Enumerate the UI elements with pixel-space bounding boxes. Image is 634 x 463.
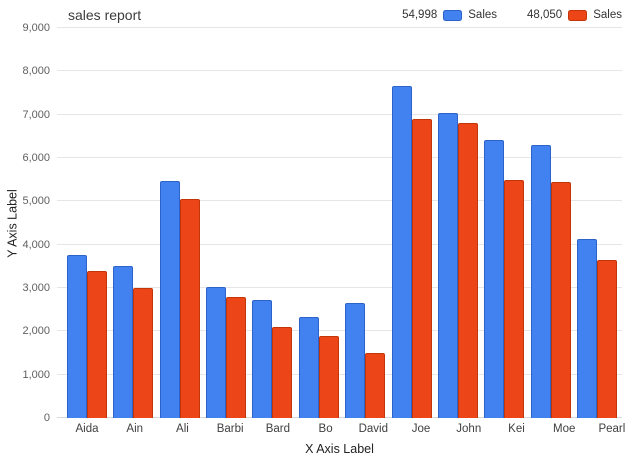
bar-aida-series2[interactable] [87,270,107,418]
gridline-3000 [57,287,622,289]
x-tick-joe: Joe [411,423,431,435]
x-axis-ticks: Aida Ain Ali Barbi Bard Bo David Joe John Kei Moe P… [57,423,634,435]
y-tick-7000: 7,000 [22,108,50,121]
x-tick-david: David [358,423,389,435]
bar-group-john [437,28,478,418]
bar-group-bo [298,28,339,418]
bar-moe-series1[interactable] [530,145,551,418]
bar-bard-series2[interactable] [272,327,293,418]
bar-david-series1[interactable] [345,303,366,418]
x-tick-john: John [456,423,482,435]
gridline-1000 [57,373,622,375]
legend-item-series2[interactable]: 48,050 Sales [527,9,622,21]
x-tick-barbi: Barbi [216,423,244,435]
y-tick-8000: 8,000 [22,65,50,78]
bar-group-moe [530,28,571,418]
bar-ali-series1[interactable] [159,180,180,418]
chart-title: sales report [68,7,142,23]
bar-ain-series2[interactable] [133,288,154,418]
gridline-4000 [57,243,622,245]
bar-john-series1[interactable] [437,112,458,418]
bar-kei-series2[interactable] [504,179,525,418]
y-tick-1000: 1,000 [22,368,50,381]
bar-group-joe [391,28,432,418]
x-tick-moe: Moe [553,423,576,435]
bar-aida-series1[interactable] [67,255,87,418]
legend-item-series1[interactable]: 54,998 Sales [402,9,497,21]
bar-bard-series1[interactable] [252,300,273,418]
y-axis-title: Y Axis Label [5,189,20,258]
bar-kei-series1[interactable] [484,139,505,418]
gridline-9000 [57,27,622,28]
bar-group-ain [113,28,154,418]
x-tick-bo: Bo [318,423,333,435]
legend-series1-label: Sales [468,9,498,21]
bar-group-kei [484,28,525,418]
y-tick-0: 0 [43,412,50,424]
gridline-2000 [57,330,622,332]
y-tick-9000: 9,000 [22,22,50,34]
gridline-0 [57,417,622,418]
bar-joe-series1[interactable] [391,86,412,418]
plot-area [57,27,622,418]
series1-color-swatch-icon [443,9,463,21]
gridline-6000 [57,157,622,159]
bar-group-david [345,28,386,418]
bar-joe-series2[interactable] [411,119,432,418]
bar-bo-series2[interactable] [318,335,339,418]
bar-barbi-series1[interactable] [206,287,227,418]
x-tick-pearl: Pearl [598,423,626,435]
gridline-5000 [57,200,622,202]
bar-bo-series1[interactable] [298,317,319,418]
y-tick-2000: 2,000 [22,325,50,338]
x-tick-ali: Ali [176,423,189,435]
bar-group-bard [252,28,293,418]
x-axis-title: X Axis Label [305,442,374,456]
legend: 54,998 Sales 48,050 Sales [402,9,622,21]
bars-container [57,28,622,418]
legend-series2-label: Sales [593,9,622,21]
x-tick-kei: Kei [508,423,525,435]
legend-series2-total: 48,050 [527,9,563,21]
gridline-8000 [57,70,622,72]
x-tick-aida: Aida [75,423,99,435]
x-tick-bard: Bard [265,423,291,435]
bar-group-aida [67,28,107,418]
bar-pearl-series2[interactable] [596,259,617,418]
bar-moe-series2[interactable] [550,181,571,418]
bar-barbi-series2[interactable] [226,296,247,418]
bar-john-series2[interactable] [457,123,478,418]
bar-group-ali [159,28,200,418]
y-tick-5000: 5,000 [22,195,50,208]
series2-color-swatch-icon [568,9,588,21]
bar-ali-series2[interactable] [179,199,200,418]
bar-group-pearl [576,28,617,418]
bar-pearl-series1[interactable] [576,239,597,418]
y-tick-6000: 6,000 [22,152,50,164]
bar-ain-series1[interactable] [113,266,134,418]
bar-david-series2[interactable] [365,353,386,418]
legend-series1-total: 54,998 [402,9,438,21]
x-tick-ain: Ain [126,423,144,435]
y-tick-3000: 3,000 [22,282,50,294]
bar-group-barbi [206,28,247,418]
y-tick-4000: 4,000 [22,238,50,251]
gridline-7000 [57,113,622,115]
